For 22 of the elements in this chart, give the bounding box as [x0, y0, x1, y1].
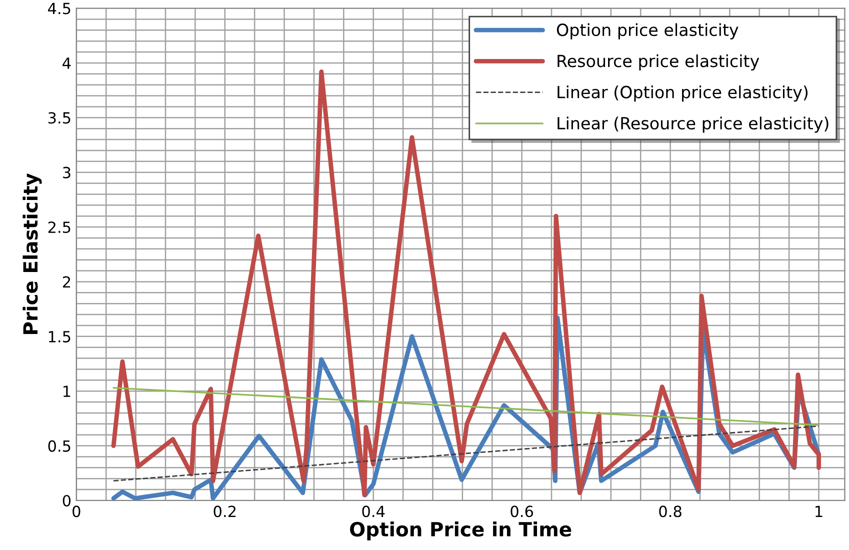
x-tick-label: 0 [72, 506, 80, 518]
x-tick-label: 1 [816, 506, 822, 517]
x-tick-label: 0.2 [214, 506, 236, 518]
x-axis-title: Option Price in Time [350, 522, 572, 540]
y-tick-label: 2 [62, 276, 70, 288]
y-tick-label: 1 [64, 386, 70, 397]
legend-label: Option price elasticity [556, 23, 738, 40]
y-tick-label: 3.5 [48, 112, 70, 124]
legend-label: Linear (Resource price elasticity) [558, 116, 828, 133]
x-tick-label: 0.8 [659, 506, 682, 518]
y-axis-title: Price Elasticity [22, 173, 42, 334]
y-tick-label: 0 [62, 494, 71, 507]
y-tick-label: 4.5 [48, 2, 70, 14]
y-tick-label: 2.5 [48, 221, 70, 234]
legend-label: Linear (Option price elasticity) [558, 86, 808, 102]
y-tick-label: 4 [62, 58, 71, 69]
x-tick-label: 0.6 [510, 506, 534, 518]
y-tick-label: 3 [62, 166, 70, 178]
y-tick-label: 0.5 [48, 440, 70, 452]
x-tick-label: 0.4 [362, 506, 385, 518]
legend-label: Resource price elasticity [558, 54, 760, 71]
y-tick-label: 1.5 [48, 331, 70, 342]
